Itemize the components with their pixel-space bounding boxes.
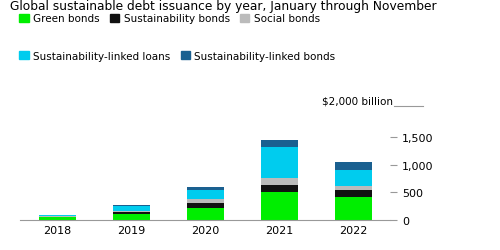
Bar — [186, 187, 224, 190]
Bar — [334, 162, 372, 170]
Bar — [260, 148, 298, 179]
Legend: Sustainability-linked loans, Sustainability-linked bonds: Sustainability-linked loans, Sustainabil… — [15, 48, 340, 66]
Bar — [334, 197, 372, 220]
Bar — [186, 190, 224, 199]
Text: Global sustainable debt issuance by year, January through November: Global sustainable debt issuance by year… — [10, 0, 436, 13]
Legend: Green bonds, Sustainability bonds, Social bonds: Green bonds, Sustainability bonds, Socia… — [15, 10, 324, 29]
Bar — [112, 206, 150, 211]
Bar — [186, 199, 224, 203]
Bar — [38, 216, 76, 217]
Bar — [38, 215, 76, 216]
Bar — [112, 212, 150, 214]
Bar — [334, 170, 372, 186]
Bar — [112, 205, 150, 206]
Bar — [260, 179, 298, 185]
Bar — [260, 185, 298, 192]
Bar — [334, 186, 372, 190]
Bar — [186, 204, 224, 208]
Bar — [186, 208, 224, 220]
Bar — [38, 217, 76, 220]
Bar — [260, 140, 298, 147]
Text: $2,000 billion: $2,000 billion — [322, 96, 392, 106]
Bar — [112, 214, 150, 220]
Bar — [112, 211, 150, 212]
Bar — [260, 192, 298, 220]
Bar — [334, 190, 372, 197]
